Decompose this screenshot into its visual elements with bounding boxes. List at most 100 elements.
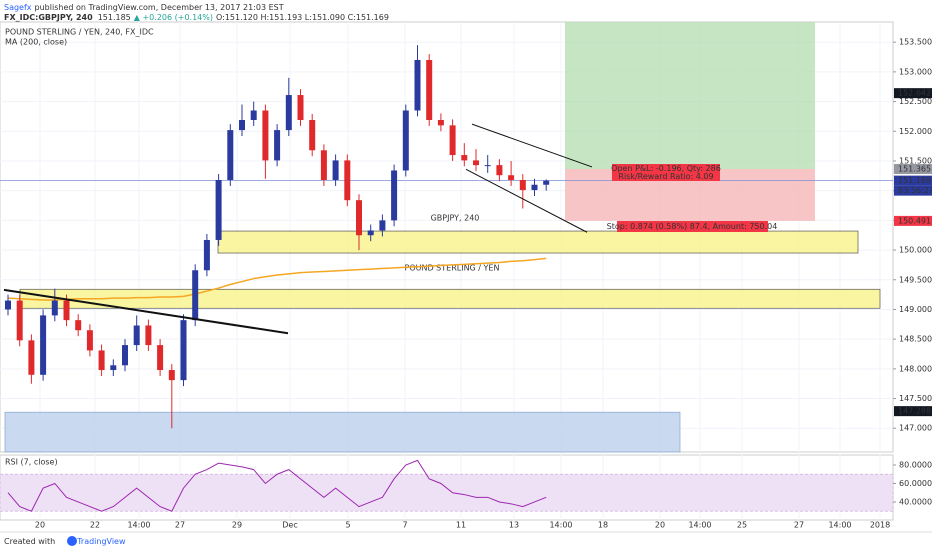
price-marker bbox=[894, 88, 932, 99]
author-link[interactable]: Sagefx bbox=[4, 3, 32, 12]
candle-body bbox=[426, 60, 433, 120]
zone bbox=[217, 230, 859, 254]
candle-body bbox=[75, 320, 82, 331]
candle-body bbox=[320, 150, 327, 180]
y-tick-label: 148.000 bbox=[899, 364, 932, 373]
rsi-line bbox=[7, 459, 547, 512]
pnl-label: Open P&L: -0.196, Qty: 286 bbox=[611, 164, 721, 173]
candle-body bbox=[203, 239, 210, 271]
footer: Created with TradingView bbox=[4, 537, 126, 546]
price-marker bbox=[894, 406, 932, 417]
chart-title: POUND STERLING / YEN, 240, FX_IDC bbox=[5, 28, 154, 37]
candle-body bbox=[531, 184, 538, 191]
candle-body bbox=[508, 175, 515, 180]
price-marker-label: 147.288 bbox=[898, 407, 931, 416]
candle-body bbox=[356, 200, 362, 236]
candle-body bbox=[402, 110, 409, 171]
candle-body bbox=[250, 110, 257, 120]
rsi-tick-label: 80.0000 bbox=[899, 460, 932, 469]
candle-body bbox=[192, 270, 199, 321]
trendline bbox=[465, 168, 588, 233]
price-marker-label: 150.491 bbox=[898, 216, 931, 225]
x-tick-label: 27 bbox=[175, 521, 185, 530]
y-tick-label: 149.500 bbox=[899, 275, 932, 284]
candle-body bbox=[157, 345, 164, 371]
rsi-tick-label: 40.0000 bbox=[899, 497, 932, 506]
ohlc: O:151.120 H:151.193 L:151.090 C:151.169 bbox=[216, 13, 389, 22]
candle-body bbox=[215, 179, 222, 240]
change: ▲ +0.206 (+0.14%) bbox=[134, 13, 213, 22]
y-tick-label: 147.500 bbox=[899, 394, 932, 403]
indicator-label: MA (200, close) bbox=[5, 38, 67, 47]
rsi-band bbox=[0, 473, 894, 512]
pnl-box bbox=[612, 164, 720, 181]
candle-body bbox=[344, 160, 351, 201]
y-tick-label: 151.500 bbox=[899, 156, 932, 165]
candle-body bbox=[122, 345, 128, 366]
y-tick-label: 149.000 bbox=[899, 305, 932, 314]
candle-body bbox=[414, 60, 421, 111]
rr-label: Risk/Reward Ratio: 4.09 bbox=[618, 172, 713, 181]
candle-body bbox=[309, 119, 316, 151]
candle-body bbox=[379, 220, 386, 231]
candle-body bbox=[297, 95, 304, 120]
candle-body bbox=[63, 300, 70, 321]
candle-body bbox=[16, 300, 23, 341]
y-tick-label: 148.500 bbox=[899, 335, 932, 344]
brand: TradingView bbox=[76, 537, 126, 546]
candle-body bbox=[496, 165, 503, 176]
trendline bbox=[471, 123, 593, 168]
x-tick-label: 29 bbox=[232, 521, 242, 530]
zone bbox=[4, 411, 681, 453]
y-tick-label: 153.000 bbox=[899, 67, 932, 76]
brand-icon bbox=[67, 536, 77, 546]
countdown: 83:56:27 bbox=[898, 186, 932, 195]
published: published on TradingView.com, December 1… bbox=[35, 3, 284, 12]
y-tick-label: 153.500 bbox=[899, 38, 932, 47]
x-tick-label: 27 bbox=[794, 521, 804, 530]
x-tick-label: Dec bbox=[282, 521, 297, 530]
stop-label: Stop: 0.874 (0.58%) 87.4, Amount: 750.04 bbox=[607, 222, 778, 231]
candle-body bbox=[239, 119, 245, 131]
candle-body bbox=[519, 179, 526, 191]
candle-body bbox=[40, 315, 47, 375]
candle-body bbox=[543, 180, 550, 185]
candle-body bbox=[484, 165, 491, 167]
candle-body bbox=[274, 130, 281, 161]
candle-body bbox=[180, 320, 187, 381]
x-tick-label: 22 bbox=[90, 521, 100, 530]
zone bbox=[19, 288, 881, 309]
x-tick-label: 11 bbox=[456, 521, 466, 530]
x-tick-label: 20 bbox=[655, 521, 665, 530]
ma-line bbox=[7, 257, 547, 301]
candle-body bbox=[98, 350, 105, 371]
candle-body bbox=[391, 170, 398, 221]
price-marker bbox=[894, 175, 932, 186]
candle-body bbox=[86, 330, 93, 351]
price-marker-label: 151.365 bbox=[898, 164, 931, 173]
candle-body bbox=[449, 125, 456, 156]
candle-body bbox=[51, 300, 58, 316]
x-tick-label: 13 bbox=[509, 521, 519, 530]
x-tick-label: 18 bbox=[598, 521, 608, 530]
symbol: FX_IDC:GBPJPY, 240 bbox=[4, 13, 93, 22]
target-zone bbox=[565, 22, 815, 169]
candle-body bbox=[110, 365, 117, 371]
candle-body bbox=[133, 325, 140, 346]
x-tick-label: 7 bbox=[402, 521, 407, 530]
price-marker bbox=[894, 215, 932, 226]
candle-body bbox=[461, 155, 468, 161]
watermark: POUND STERLING / YEN bbox=[405, 264, 500, 273]
candle-body bbox=[5, 300, 11, 310]
candle-body bbox=[145, 325, 152, 346]
candle-body bbox=[262, 110, 269, 161]
x-tick-label: 20 bbox=[35, 521, 45, 530]
x-tick-label: 2018 bbox=[870, 521, 890, 530]
rsi-title: RSI (7, close) bbox=[5, 458, 58, 467]
x-tick-label: 25 bbox=[737, 521, 747, 530]
price-marker-label: 152.642 bbox=[898, 89, 931, 98]
symbol-line: FX_IDC:GBPJPY, 240 151.185 ▲ +0.206 (+0.14… bbox=[4, 13, 389, 22]
y-tick-label: 152.000 bbox=[899, 127, 932, 136]
last: 151.185 bbox=[98, 13, 131, 22]
